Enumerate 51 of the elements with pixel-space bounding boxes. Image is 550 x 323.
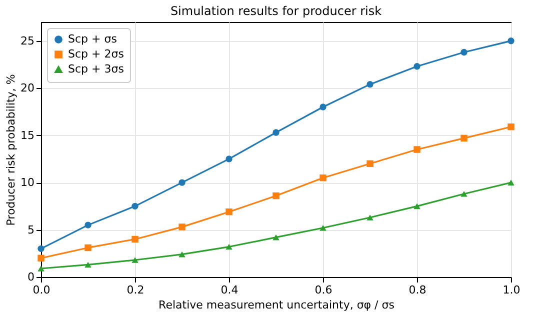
y-tick-label: 5 xyxy=(28,223,34,236)
point xyxy=(366,160,374,168)
point xyxy=(460,190,468,197)
legend-label: Scp + 3σs xyxy=(68,62,124,76)
point xyxy=(132,202,138,210)
point xyxy=(38,254,44,262)
y-tick-label: 15 xyxy=(20,128,34,142)
point xyxy=(226,244,232,250)
point xyxy=(272,192,280,200)
point xyxy=(38,266,44,272)
legend-label: Scp + σs xyxy=(68,32,118,46)
point xyxy=(226,208,232,216)
point xyxy=(320,174,326,182)
y-tick-label: 25 xyxy=(20,34,34,48)
point xyxy=(508,123,514,130)
x-tick-label: 0.4 xyxy=(220,284,238,296)
point xyxy=(132,236,138,243)
point xyxy=(38,245,44,252)
point xyxy=(508,38,514,44)
y-tick-label: 20 xyxy=(20,82,34,95)
point xyxy=(414,203,420,210)
point xyxy=(508,180,514,186)
point xyxy=(366,80,374,88)
point xyxy=(132,257,138,263)
point xyxy=(84,244,92,252)
point xyxy=(320,104,326,110)
x-tick-label: 0.8 xyxy=(408,284,426,296)
legend-label: Scp + 2σs xyxy=(68,48,124,60)
y-tick-label: 10 xyxy=(20,176,34,190)
point xyxy=(414,146,420,153)
x-tick-label: 1.0 xyxy=(502,284,520,296)
x-tick-label: 0.0 xyxy=(32,284,50,296)
point xyxy=(226,156,232,162)
y-tick-label: 0 xyxy=(28,270,34,284)
y-axis-title: Producer risk probability, % xyxy=(4,74,18,226)
point xyxy=(84,262,92,268)
point xyxy=(320,224,326,231)
point xyxy=(272,234,280,240)
chart-title: Simulation results for producer risk xyxy=(170,4,382,18)
x-axis-title: Relative measurement uncertainty, σφ / σs xyxy=(158,298,395,312)
point xyxy=(414,63,420,70)
x-tick-label: 0.2 xyxy=(126,284,144,296)
point xyxy=(178,179,186,186)
point xyxy=(366,214,374,220)
point xyxy=(84,222,92,228)
point xyxy=(460,48,468,56)
x-tick-label: 0.6 xyxy=(314,284,332,296)
point xyxy=(272,129,280,136)
point xyxy=(460,134,468,142)
point xyxy=(178,224,186,230)
point xyxy=(178,251,186,258)
